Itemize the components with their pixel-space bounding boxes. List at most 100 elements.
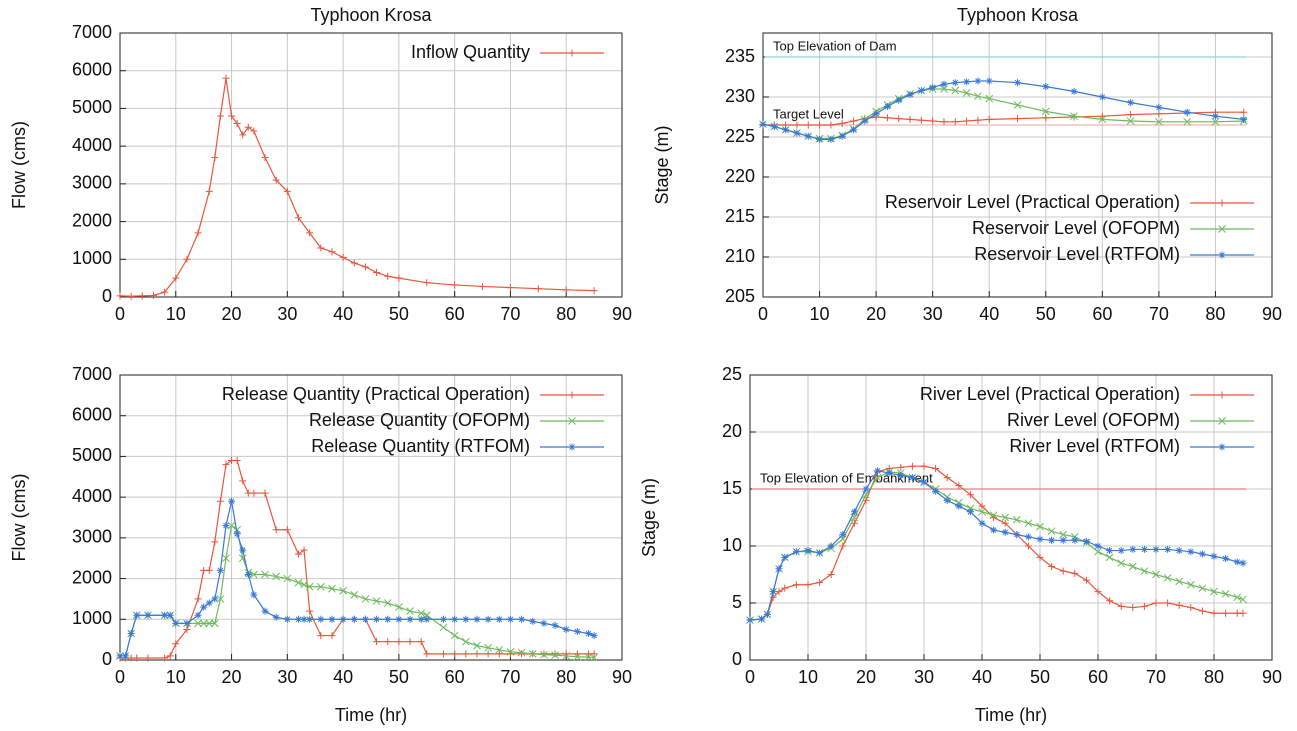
point-marker xyxy=(782,126,790,134)
point-marker xyxy=(350,259,358,267)
point-marker xyxy=(127,292,135,300)
point-marker xyxy=(417,609,426,618)
point-marker xyxy=(361,615,369,623)
series-line xyxy=(120,524,595,659)
series-line xyxy=(120,501,595,657)
point-marker xyxy=(317,615,325,623)
legend-label: Reservoir Level (RTFOM) xyxy=(974,244,1180,264)
x-tick-label: 10 xyxy=(166,304,186,324)
point-marker xyxy=(339,615,347,623)
x-tick-label: 40 xyxy=(972,667,992,687)
legend-marker xyxy=(1218,391,1226,399)
point-marker xyxy=(283,526,291,534)
point-marker xyxy=(781,553,789,561)
point-marker xyxy=(1155,117,1163,126)
point-marker xyxy=(350,615,358,623)
y-tick-label: 5000 xyxy=(72,97,112,117)
point-marker xyxy=(874,467,882,475)
point-marker xyxy=(216,566,224,574)
point-marker xyxy=(317,632,325,640)
point-marker xyxy=(305,582,314,591)
point-marker xyxy=(484,615,492,623)
point-marker xyxy=(1070,87,1078,95)
point-marker xyxy=(328,615,336,623)
point-marker xyxy=(962,89,971,97)
y-tick-label: 10 xyxy=(722,535,742,555)
point-marker xyxy=(395,603,403,611)
point-marker xyxy=(839,531,847,539)
point-marker xyxy=(1001,513,1010,522)
point-marker xyxy=(540,650,548,659)
point-marker xyxy=(1211,112,1219,120)
point-marker xyxy=(849,117,857,125)
point-marker xyxy=(1198,550,1206,558)
point-marker xyxy=(978,519,986,527)
point-marker xyxy=(1106,597,1114,605)
x-tick-label: 20 xyxy=(222,304,242,324)
series-line xyxy=(749,470,1244,621)
point-marker xyxy=(940,118,948,126)
point-marker xyxy=(1186,580,1195,589)
point-marker xyxy=(974,92,982,101)
point-marker xyxy=(133,611,141,619)
point-marker xyxy=(194,619,202,628)
x-tick-label: 10 xyxy=(166,667,186,687)
point-marker xyxy=(127,630,135,638)
x-tick-label: 70 xyxy=(500,667,520,687)
point-marker xyxy=(222,461,230,469)
point-marker xyxy=(1221,590,1230,598)
point-marker xyxy=(1129,545,1137,553)
point-marker xyxy=(1094,542,1102,550)
y-tick-label: 4000 xyxy=(72,486,112,506)
point-marker xyxy=(792,548,800,556)
point-marker xyxy=(506,648,515,656)
x-tick-label: 90 xyxy=(612,667,632,687)
point-marker xyxy=(406,607,414,615)
point-marker xyxy=(1183,117,1192,126)
point-marker xyxy=(451,281,459,289)
point-marker xyxy=(590,632,598,640)
point-marker xyxy=(495,615,503,623)
point-marker xyxy=(963,117,971,125)
point-marker xyxy=(1047,527,1056,536)
point-marker xyxy=(384,638,392,646)
point-marker xyxy=(216,497,224,505)
point-marker xyxy=(1071,536,1079,544)
point-marker xyxy=(261,607,269,615)
x-tick-label: 60 xyxy=(445,304,465,324)
point-marker xyxy=(1233,593,1242,602)
x-tick-label: 70 xyxy=(500,304,520,324)
point-marker xyxy=(166,652,174,660)
legend-label: Inflow Quantity xyxy=(411,42,530,62)
y-tick-label: 3000 xyxy=(72,173,112,193)
point-marker xyxy=(194,595,202,603)
point-marker xyxy=(361,263,369,271)
point-marker xyxy=(573,628,581,635)
point-marker xyxy=(149,291,157,299)
y-tick-label: 230 xyxy=(725,86,755,106)
point-marker xyxy=(920,462,928,470)
point-marker xyxy=(827,571,835,578)
reference-label: Top Elevation of Embankment xyxy=(760,470,933,485)
point-marker xyxy=(227,521,236,530)
point-marker xyxy=(384,272,392,280)
point-marker xyxy=(1036,535,1044,543)
legend-label: Reservoir Level (OFOPM) xyxy=(972,218,1180,238)
y-tick-label: 205 xyxy=(725,286,755,306)
point-marker xyxy=(1024,519,1033,528)
point-marker xyxy=(1041,107,1050,116)
point-marker xyxy=(211,538,219,546)
point-marker xyxy=(1152,570,1160,579)
point-marker xyxy=(951,86,960,95)
point-marker xyxy=(528,650,537,658)
point-marker xyxy=(294,615,302,623)
point-marker xyxy=(540,619,548,627)
point-marker xyxy=(769,588,777,596)
x-tick-label: 40 xyxy=(333,667,353,687)
point-marker xyxy=(205,187,213,195)
point-marker xyxy=(211,595,219,603)
point-marker xyxy=(804,132,812,140)
x-tick-label: 50 xyxy=(1036,304,1056,324)
point-marker xyxy=(838,119,846,127)
point-marker xyxy=(222,522,230,530)
